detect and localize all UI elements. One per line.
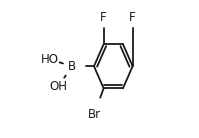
Text: B: B xyxy=(68,60,76,73)
Text: F: F xyxy=(100,11,107,24)
Text: OH: OH xyxy=(49,80,67,93)
Text: HO: HO xyxy=(41,53,59,66)
Text: Br: Br xyxy=(87,108,100,121)
Text: F: F xyxy=(129,11,136,24)
